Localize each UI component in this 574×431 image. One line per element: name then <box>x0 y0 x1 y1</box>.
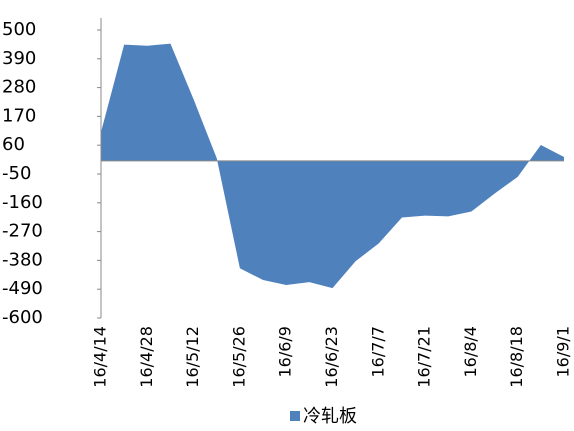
x-tick-label: 16/7/21 <box>415 326 434 388</box>
legend-swatch <box>290 411 300 421</box>
x-tick-label: 16/8/4 <box>461 326 480 378</box>
y-tick-label: -600 <box>2 307 43 328</box>
x-tick-label: 16/8/18 <box>507 326 526 388</box>
y-tick-label: -380 <box>2 249 43 270</box>
x-tick-label: 16/4/28 <box>137 326 156 388</box>
y-tick-label: 390 <box>2 48 36 69</box>
y-tick-label: 60 <box>2 134 25 155</box>
x-tick-label: 16/6/23 <box>322 326 341 388</box>
legend-label: 冷轧板 <box>303 406 357 427</box>
y-tick-label: -160 <box>2 192 43 213</box>
x-tick-label: 16/4/14 <box>91 326 110 388</box>
x-tick-label: 16/6/9 <box>276 326 295 378</box>
y-tick-label: -50 <box>2 163 31 184</box>
x-tick-label: 16/7/7 <box>368 326 387 378</box>
x-tick-label: 16/9/1 <box>554 326 573 378</box>
y-tick-label: 500 <box>2 19 36 40</box>
y-tick-label: -270 <box>2 221 43 242</box>
y-tick-label: 170 <box>2 105 36 126</box>
x-tick-label: 16/5/26 <box>229 326 248 388</box>
x-tick-label: 16/5/12 <box>183 326 202 388</box>
area <box>101 43 564 289</box>
y-tick-label: 280 <box>2 77 36 98</box>
y-tick-label: -490 <box>2 278 43 299</box>
